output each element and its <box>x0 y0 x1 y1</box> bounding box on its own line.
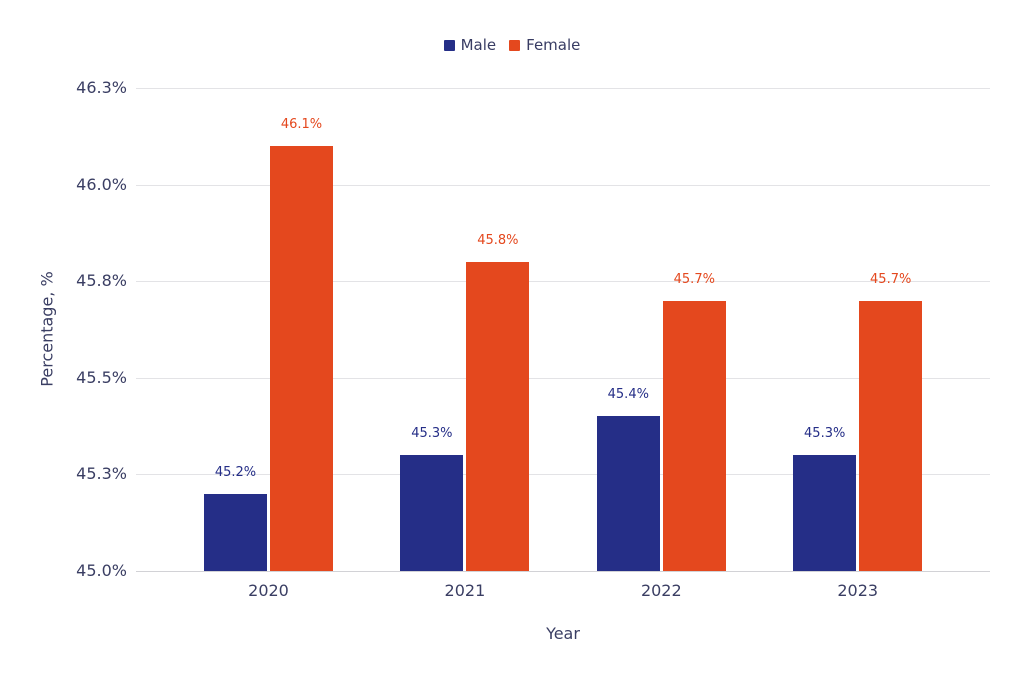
gridline-45.3% <box>136 474 990 476</box>
legend-item-male: Male <box>443 36 497 54</box>
bar-female-2020 <box>270 145 333 571</box>
y-tick-label-45.0%: 45.0% <box>76 561 127 580</box>
y-tick-label-46.0%: 46.0% <box>76 174 127 194</box>
bar-female-2021 <box>466 261 530 571</box>
data-label-female-2021: 45.8% <box>477 232 519 248</box>
data-label-female-2020: 46.1% <box>280 116 323 132</box>
data-label-male-2023: 45.3% <box>804 426 846 442</box>
bar-male-2020 <box>204 493 267 571</box>
x-axis-title: Year <box>546 624 580 643</box>
data-label-male-2020: 45.2% <box>214 464 257 480</box>
bar-male-2021 <box>400 455 464 571</box>
legend-swatch-male-icon <box>443 39 455 51</box>
x-tick-label-2020: 2020 <box>248 581 289 600</box>
bar-male-2022 <box>596 416 660 571</box>
y-tick-label-45.3%: 45.3% <box>76 464 127 484</box>
data-label-female-2022: 45.7% <box>673 271 715 287</box>
x-tick-label-2022: 2022 <box>640 581 682 600</box>
gridline-46.0% <box>136 184 990 186</box>
data-label-female-2023: 45.7% <box>870 271 912 287</box>
y-axis-title: Percentage, % <box>37 271 57 387</box>
x-tick-label-2021: 2021 <box>444 581 486 600</box>
data-label-male-2021: 45.3% <box>411 426 453 442</box>
gridline-45.0% <box>136 571 990 572</box>
legend-label-female: Female <box>526 36 581 54</box>
chart-legend: Male Female <box>0 36 1024 54</box>
bar-female-2022 <box>662 300 726 571</box>
y-tick-label-45.5%: 45.5% <box>76 367 127 387</box>
gridline-46.3% <box>136 88 990 89</box>
x-tick-label-2023: 2023 <box>837 581 879 600</box>
bar-male-2023 <box>793 455 857 571</box>
legend-label-male: Male <box>460 36 497 54</box>
legend-swatch-female-icon <box>509 39 521 51</box>
legend-item-female: Female <box>509 36 580 54</box>
data-label-male-2022: 45.4% <box>607 387 649 403</box>
plot-area: 45.0% 45.3% 45.5% 45.8% 46.0% 46.3% 45.2% 45.3%… <box>76 79 990 600</box>
gridline-45.5% <box>136 377 990 379</box>
y-tick-label-45.8%: 45.8% <box>76 271 127 291</box>
y-tick-label-46.3%: 46.3% <box>76 78 127 97</box>
gridline-45.8% <box>136 281 990 283</box>
bar-female-2023 <box>859 300 923 571</box>
